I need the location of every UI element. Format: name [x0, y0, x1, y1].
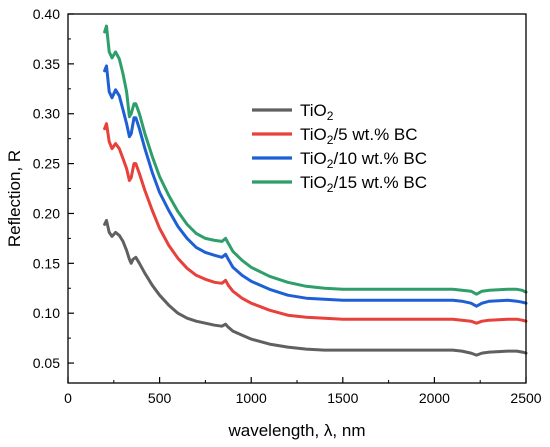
y-tick-label: 0.40	[33, 6, 60, 22]
x-tick-label: 1000	[236, 390, 267, 406]
x-axis-title: wavelength, λ, nm	[227, 421, 365, 440]
x-tick-label: 500	[148, 390, 172, 406]
y-axis-title: Reflection, R	[5, 150, 24, 247]
y-axis: 0.05 0.10 0.15 0.20 0.25 0.30 0.35 0.40	[33, 6, 74, 371]
x-tick-label: 2000	[419, 390, 450, 406]
y-tick-label: 0.30	[33, 106, 60, 122]
y-tick-label: 0.15	[33, 255, 60, 271]
plot-frame	[67, 13, 527, 384]
plot-lines	[103, 24, 528, 357]
legend-label-3: TiO2/15 wt.% BC	[300, 173, 427, 195]
x-tick-label: 2500	[510, 390, 541, 406]
series-line-3	[103, 24, 528, 296]
legend-label-1: TiO2/5 wt.% BC	[300, 125, 418, 147]
legend-label-0: TiO2	[300, 101, 334, 123]
x-axis: 0 500 1000 1500 2000 2500	[64, 377, 542, 406]
y-tick-label: 0.10	[33, 305, 60, 321]
legend-label-2: TiO2/10 wt.% BC	[300, 149, 427, 171]
y-tick-label: 0.20	[33, 205, 60, 221]
y-tick-label: 0.05	[33, 355, 60, 371]
series-line-1	[103, 122, 528, 325]
y-tick-label: 0.35	[33, 56, 60, 72]
x-tick-label: 1500	[327, 390, 358, 406]
series-line-0	[103, 218, 528, 357]
series-line-2	[103, 64, 528, 308]
y-tick-label: 0.25	[33, 156, 60, 172]
x-tick-label: 0	[64, 390, 72, 406]
